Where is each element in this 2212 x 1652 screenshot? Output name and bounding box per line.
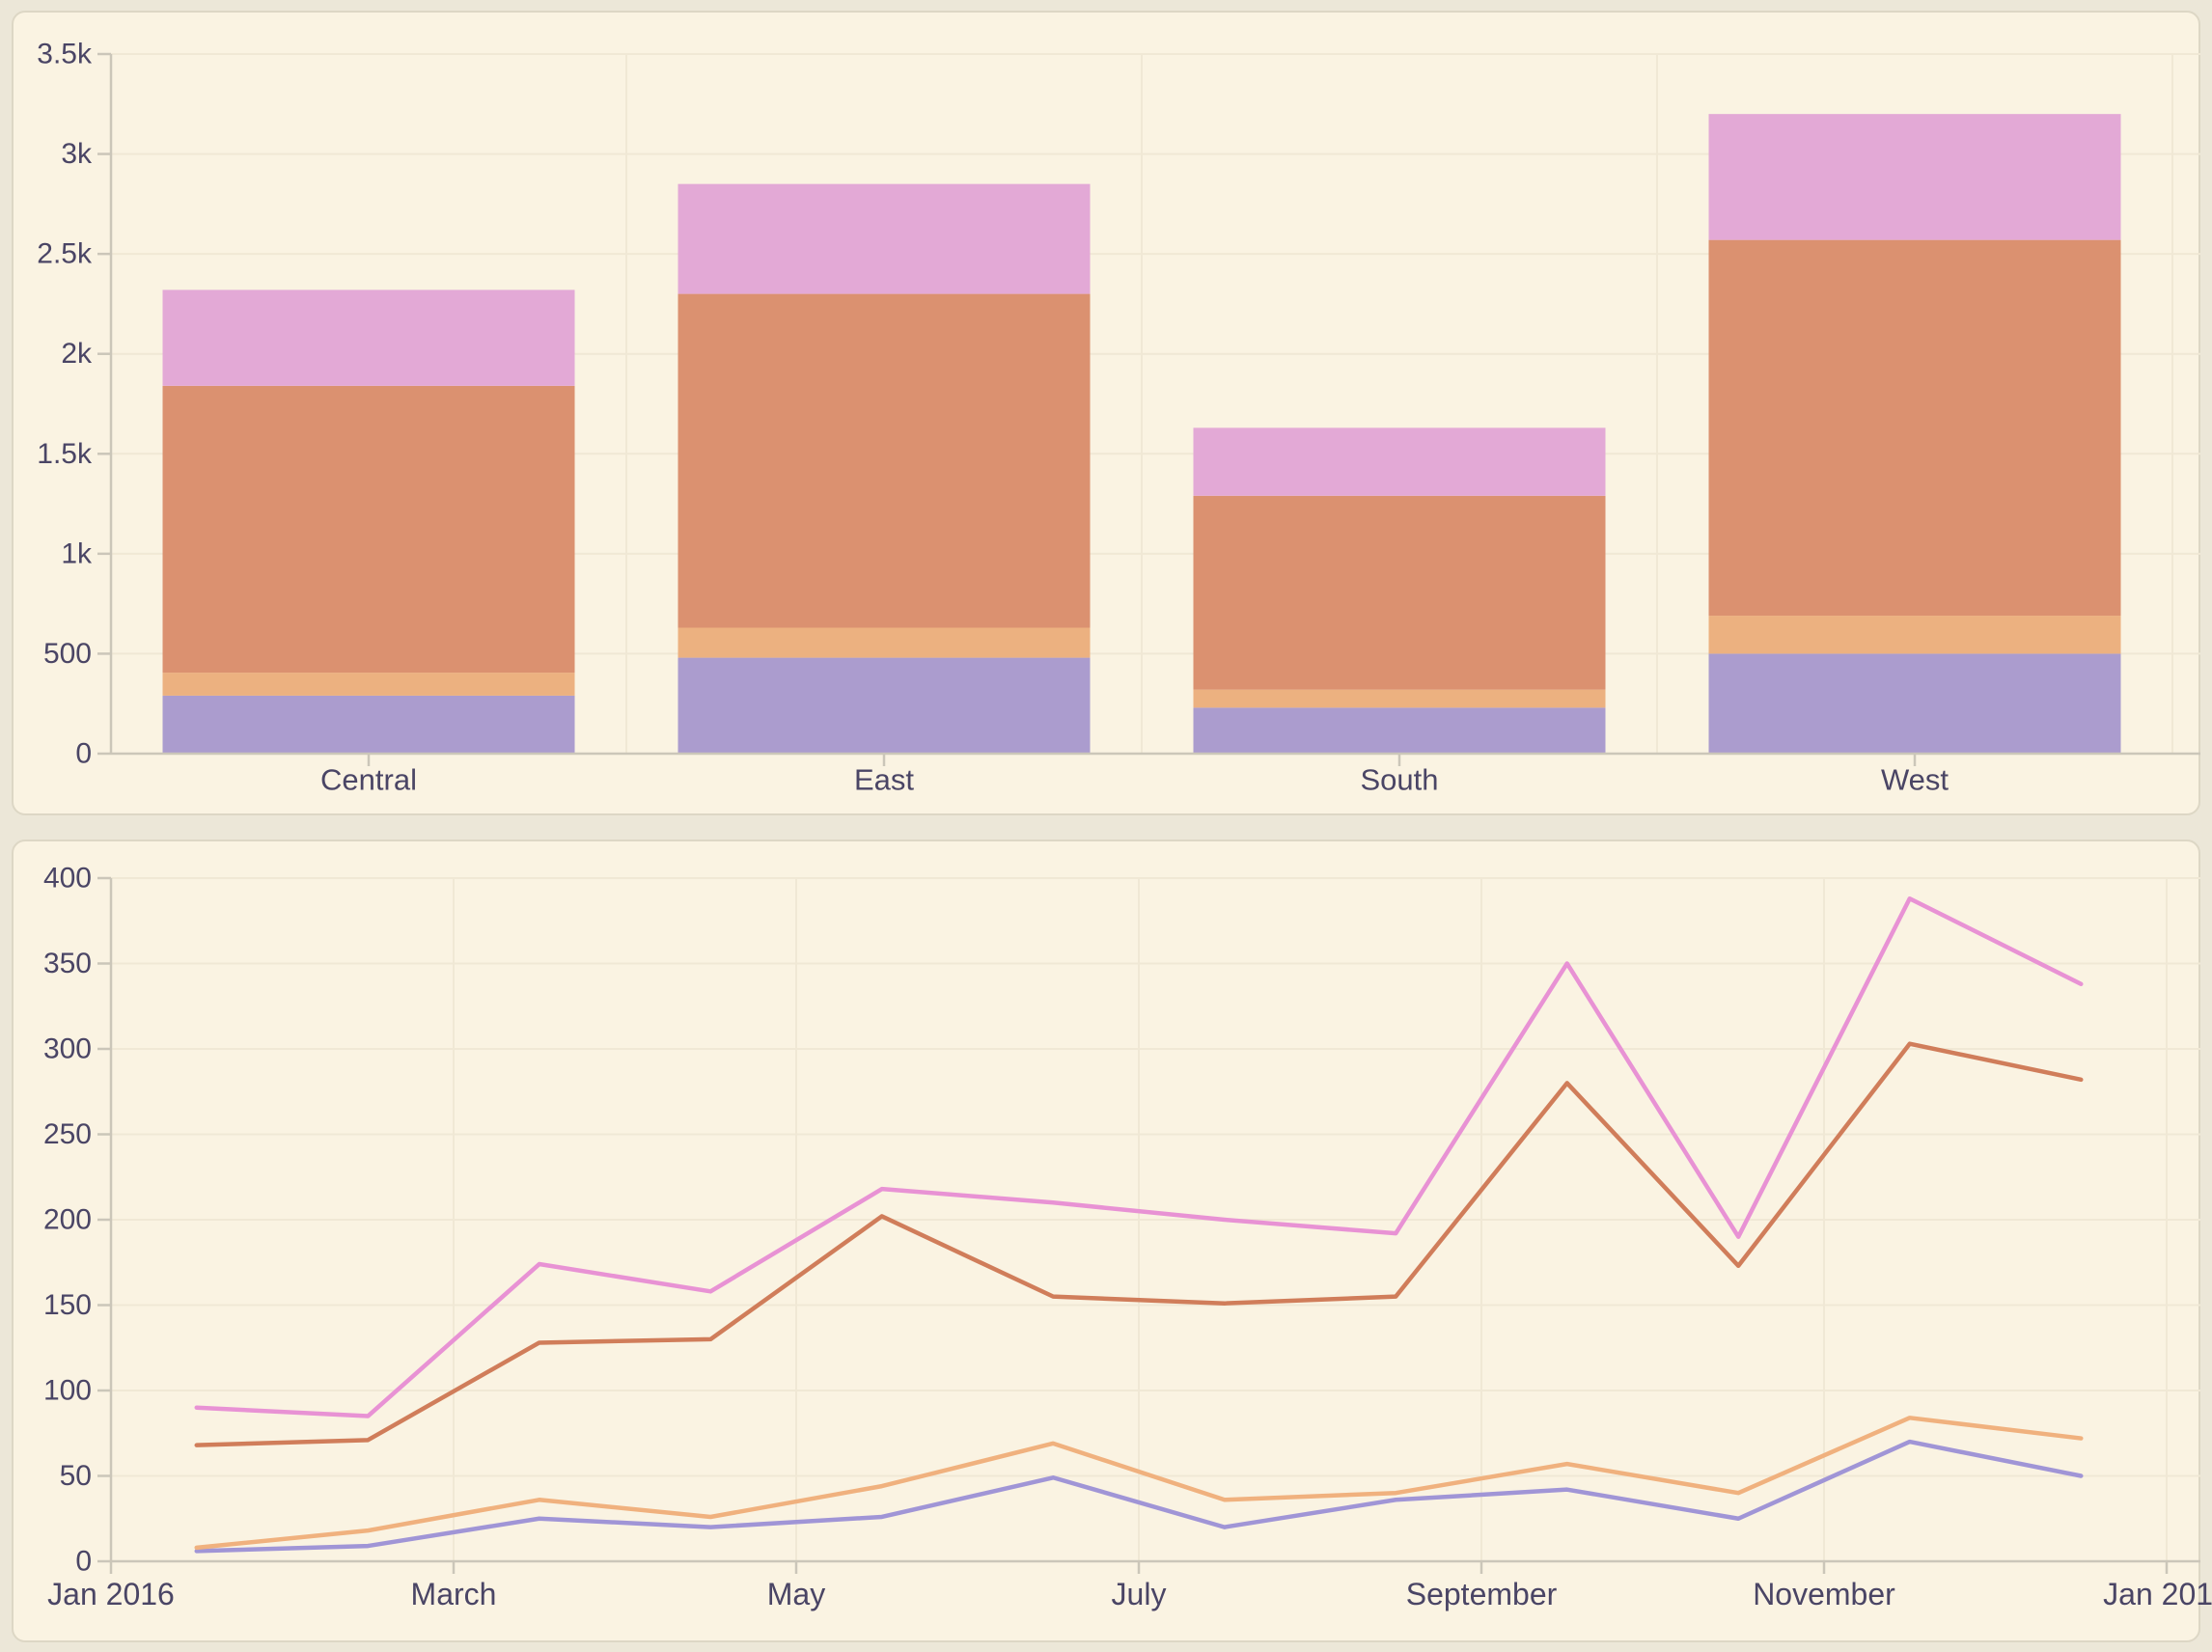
bar-segment-central-light-orange[interactable]	[162, 673, 575, 696]
bar-segment-west-salmon[interactable]	[1708, 239, 2121, 617]
bar-segment-east-light-orange[interactable]	[677, 627, 1091, 658]
line-gridlines	[111, 877, 2200, 1561]
bar-segment-central-pink[interactable]	[162, 289, 575, 386]
bar-segment-south-salmon[interactable]	[1193, 495, 1606, 690]
y-axis-tick-label: 50	[60, 1460, 92, 1492]
bar-segment-south-purple[interactable]	[1193, 707, 1606, 754]
bar-segment-west-pink[interactable]	[1708, 114, 2121, 240]
x-axis-tick-label: May	[767, 1577, 825, 1611]
bar-series-group	[162, 114, 2121, 754]
y-axis-tick-label: 400	[43, 863, 92, 895]
y-axis-tick-label: 150	[43, 1289, 92, 1321]
y-axis-tick-label: 100	[43, 1375, 92, 1407]
y-axis-tick-label: 3.5k	[37, 39, 93, 70]
y-axis-tick-label: 250	[43, 1118, 92, 1150]
x-axis-category-label: West	[1881, 763, 1949, 797]
bar-segment-east-purple[interactable]	[677, 657, 1091, 754]
bar-segment-east-pink[interactable]	[677, 183, 1091, 294]
y-axis-tick-label: 300	[43, 1033, 92, 1065]
bar-segment-west-purple[interactable]	[1708, 653, 2121, 754]
line-chart-panel: 0 50 100 150 200 250 300 350 400 Jan 2016 March May…	[12, 840, 2212, 1644]
y-axis-tick-label: 2.5k	[37, 238, 93, 270]
y-axis-tick-label: 350	[43, 948, 92, 979]
x-axis-tick-label: Jan 2017	[2103, 1577, 2212, 1611]
line-chart-canvas[interactable]: 0 50 100 150 200 250 300 350 400 Jan 2016 March May…	[14, 841, 2212, 1644]
x-axis-tick-label: March	[411, 1577, 497, 1611]
bar-segment-south-pink[interactable]	[1193, 427, 1606, 496]
line-series-pink[interactable]	[194, 895, 2084, 1418]
y-axis-tick-label: 2k	[61, 338, 93, 370]
x-axis-tick-label: September	[1406, 1577, 1558, 1611]
x-axis-tick-label: November	[1753, 1577, 1895, 1611]
y-axis-tick-label: 0	[75, 1546, 92, 1578]
bar-segment-south-light-orange[interactable]	[1193, 689, 1606, 708]
line-series-group	[194, 895, 2084, 1554]
bar-axes: 0 500 1k 1.5k 2k 2.5k 3k 3.5k Central East South We…	[37, 39, 2200, 797]
bar-segment-central-purple[interactable]	[162, 695, 575, 754]
x-axis-category-label: Central	[320, 763, 417, 797]
x-axis-tick-label: Jan 2016	[47, 1577, 175, 1611]
x-axis-category-label: South	[1360, 763, 1438, 797]
line-series-purple[interactable]	[194, 1439, 2084, 1554]
y-axis-tick-label: 200	[43, 1204, 92, 1236]
y-axis-tick-label: 3k	[61, 138, 93, 170]
line-axes: 0 50 100 150 200 250 300 350 400 Jan 2016 March May…	[43, 863, 2212, 1612]
bar-segment-central-salmon[interactable]	[162, 385, 575, 674]
y-axis-tick-label: 1k	[61, 537, 93, 569]
x-axis-category-label: East	[854, 763, 914, 797]
y-axis-tick-label: 0	[75, 738, 92, 770]
y-axis-tick-label: 500	[43, 638, 92, 670]
line-series-salmon[interactable]	[194, 1041, 2084, 1447]
bar-segment-west-light-orange[interactable]	[1708, 616, 2121, 654]
y-axis-tick-label: 1.5k	[37, 438, 93, 470]
line-series-light-orange[interactable]	[194, 1416, 2084, 1551]
x-axis-tick-label: July	[1112, 1577, 1167, 1611]
bar-chart-canvas[interactable]: 0 500 1k 1.5k 2k 2.5k 3k 3.5k Central East South We…	[14, 13, 2202, 817]
bar-chart-panel: 0 500 1k 1.5k 2k 2.5k 3k 3.5k Central East South We…	[12, 11, 2200, 815]
bar-segment-east-salmon[interactable]	[677, 293, 1091, 628]
